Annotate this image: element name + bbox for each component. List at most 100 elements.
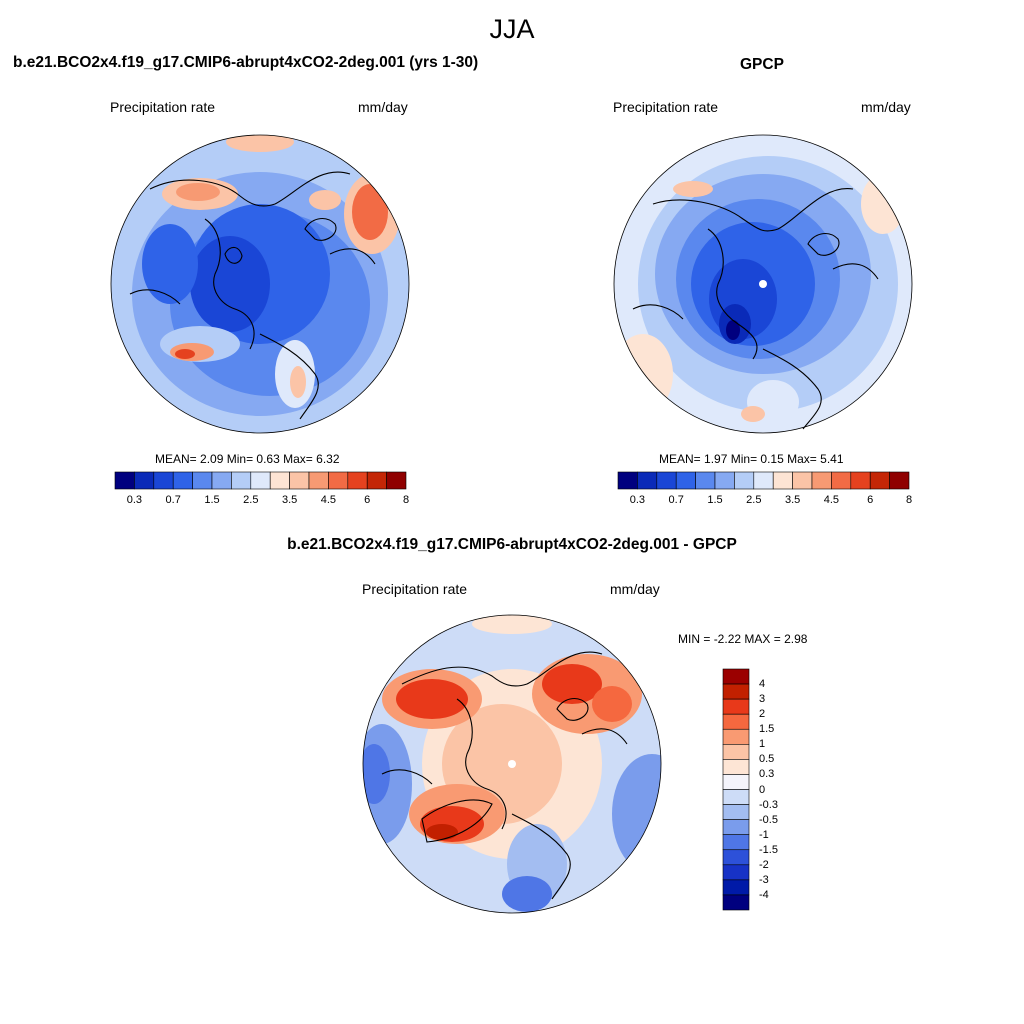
- colorbar-swatch: [675, 471, 696, 490]
- colorbar-tick-label: 2.5: [746, 494, 762, 506]
- diff-variable-label: Precipitation rate: [362, 581, 468, 597]
- colorbar-swatch: [386, 471, 407, 490]
- colorbar-swatch: [792, 471, 813, 490]
- colorbar-tick-label: 4.5: [320, 494, 337, 506]
- colorbar-swatch: [722, 744, 750, 760]
- colorbar-swatch: [722, 774, 750, 790]
- left-colorbar-ticks: 0.3 0.7 1.5 2.5 3.5 4.5 6 8: [115, 494, 410, 508]
- colorbar-tick-label: 8: [402, 494, 410, 506]
- colorbar-swatch: [328, 471, 349, 490]
- diff-min-label: MIN =: [678, 632, 711, 646]
- colorbar-swatch: [192, 471, 213, 490]
- colorbar-tick-label: 0.3: [126, 494, 143, 506]
- colorbar-tick-label: 1.5: [707, 494, 723, 506]
- colorbar-swatch: [269, 471, 290, 490]
- colorbar-swatch: [114, 471, 135, 490]
- colorbar-swatch: [695, 471, 716, 490]
- colorbar-tick-label: 4.5: [823, 494, 840, 506]
- colorbar-tick-label: 1: [759, 738, 766, 751]
- left-units-label: mm/day: [358, 99, 408, 115]
- left-mean-value: 2.09: [200, 452, 224, 466]
- colorbar-tick-label: 8: [905, 494, 913, 506]
- colorbar-swatch: [347, 471, 368, 490]
- colorbar-tick-label: 2.5: [243, 494, 259, 506]
- colorbar-tick-label: 3.5: [784, 494, 801, 506]
- colorbar-swatch: [722, 668, 750, 685]
- colorbar-swatch: [722, 759, 750, 775]
- colorbar-tick-label: -0.5: [759, 813, 778, 826]
- diff-max-value: 2.98: [784, 632, 808, 646]
- colorbar-swatch: [722, 683, 750, 700]
- left-variable-label: Precipitation rate: [110, 99, 216, 115]
- right-min-value: 0.15: [760, 452, 784, 466]
- left-min-label: Min=: [226, 452, 254, 466]
- colorbar-swatch: [811, 471, 832, 490]
- diff-colorbar: [722, 668, 750, 911]
- colorbar-tick-label: 2: [759, 708, 766, 721]
- colorbar-swatch: [753, 471, 774, 490]
- colorbar-swatch: [722, 879, 750, 896]
- diff-min-value: -2.22: [713, 632, 742, 646]
- colorbar-swatch: [869, 471, 890, 490]
- right-mean-value: 1.97: [704, 452, 728, 466]
- colorbar-tick-label: -0.3: [759, 798, 778, 811]
- right-polar-map: [613, 134, 913, 434]
- colorbar-swatch: [366, 471, 387, 490]
- colorbar-swatch: [722, 713, 750, 730]
- left-mean-label: MEAN=: [155, 452, 197, 466]
- right-variable-label: Precipitation rate: [613, 99, 719, 115]
- diff-max-label: MAX =: [744, 632, 781, 646]
- colorbar-swatch: [308, 471, 329, 490]
- diff-panel-title: b.e21.BCO2x4.f19_g17.CMIP6-abrupt4xCO2-2…: [287, 536, 737, 553]
- season-title: JJA: [489, 14, 535, 44]
- left-polar-map: [110, 134, 410, 434]
- colorbar-swatch: [172, 471, 193, 490]
- colorbar-swatch: [850, 471, 871, 490]
- diff-polar-map: [362, 614, 662, 914]
- diff-colorbar-ticks: 4 3 2 1.5 1 0.5 0.3 0 -0.3 -0.5 -1 -1.5 -2 -3 -4: [759, 669, 799, 910]
- left-stats: MEAN= 2.09 Min= 0.63 Max= 6.32: [155, 452, 340, 466]
- colorbar-swatch: [617, 471, 638, 490]
- right-min-label: Min=: [730, 452, 758, 466]
- colorbar-swatch: [722, 789, 750, 805]
- colorbar-tick-label: 0.7: [165, 494, 181, 506]
- colorbar-tick-label: 3.5: [281, 494, 298, 506]
- left-max-value: 6.32: [316, 452, 340, 466]
- colorbar-swatch: [722, 804, 750, 820]
- colorbar-swatch: [211, 471, 232, 490]
- right-colorbar: [617, 471, 910, 490]
- colorbar-swatch: [722, 894, 750, 911]
- colorbar-tick-label: 0.3: [759, 768, 775, 781]
- right-mean-label: MEAN=: [659, 452, 701, 466]
- colorbar-swatch: [722, 819, 750, 835]
- colorbar-swatch: [831, 471, 852, 490]
- left-min-value: 0.63: [256, 452, 280, 466]
- colorbar-swatch: [722, 728, 750, 745]
- right-max-value: 5.41: [820, 452, 844, 466]
- right-max-label: Max=: [787, 452, 817, 466]
- colorbar-tick-label: 0.7: [668, 494, 684, 506]
- colorbar-tick-label: -4: [759, 888, 769, 901]
- colorbar-swatch: [289, 471, 310, 490]
- colorbar-tick-label: 0: [759, 783, 766, 796]
- colorbar-swatch: [656, 471, 677, 490]
- colorbar-swatch: [734, 471, 755, 490]
- colorbar-tick-label: 6: [867, 494, 874, 506]
- left-colorbar: [114, 471, 407, 490]
- colorbar-swatch: [722, 834, 750, 851]
- left-max-label: Max=: [283, 452, 313, 466]
- diff-units-label: mm/day: [610, 581, 660, 597]
- colorbar-tick-label: 1.5: [759, 723, 775, 736]
- colorbar-swatch: [722, 864, 750, 881]
- colorbar-swatch: [134, 471, 155, 490]
- colorbar-tick-label: -1: [759, 828, 769, 841]
- colorbar-swatch: [714, 471, 735, 490]
- colorbar-tick-label: 3: [759, 693, 766, 706]
- colorbar-swatch: [250, 471, 271, 490]
- colorbar-swatch: [153, 471, 174, 490]
- colorbar-swatch: [637, 471, 658, 490]
- right-units-label: mm/day: [861, 99, 911, 115]
- colorbar-tick-label: 0.3: [629, 494, 646, 506]
- colorbar-swatch: [772, 471, 793, 490]
- colorbar-tick-label: -2: [759, 858, 769, 871]
